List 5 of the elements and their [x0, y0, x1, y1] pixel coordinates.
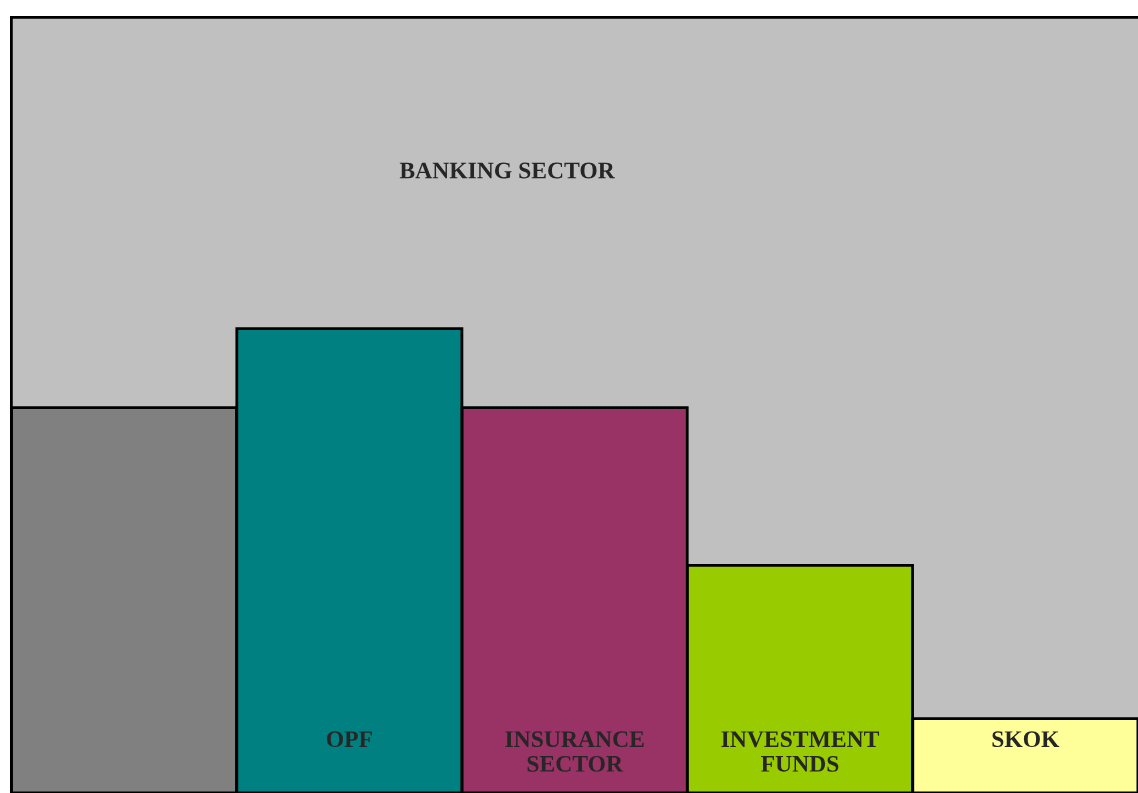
x-tick-label: OPF [326, 731, 372, 748]
x-tick-label: SKOK [992, 731, 1060, 748]
band-label: BANKING SECTOR [399, 162, 615, 179]
x-tick-label: INSURANCE SECTOR [505, 731, 644, 772]
x-tick-label: INVESTMENT FUNDS [721, 731, 880, 772]
